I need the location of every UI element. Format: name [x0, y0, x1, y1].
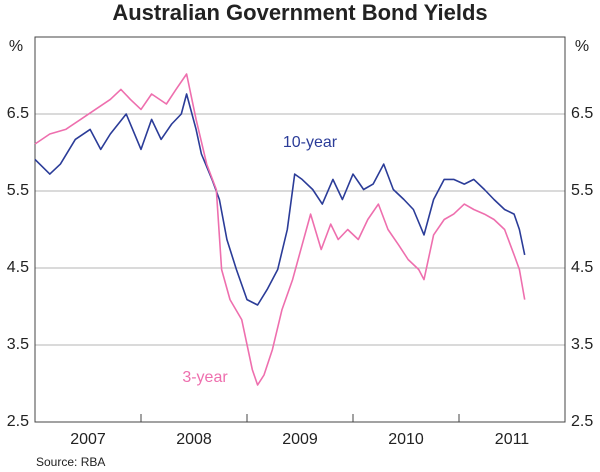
- plot-frame: [34, 36, 566, 423]
- y-tick-label: 4.5: [571, 259, 593, 276]
- y-tick-label: 3.5: [571, 336, 593, 353]
- y-tick-label: 2.5: [571, 413, 593, 430]
- series-label: 3-year: [182, 369, 228, 386]
- y-tick-label: 2.5: [7, 413, 29, 430]
- x-tick-label: 2011: [495, 431, 530, 448]
- y-tick-label: 4.5: [7, 259, 29, 276]
- series-label: 10-year: [283, 134, 338, 151]
- x-tick-label: 2007: [70, 431, 106, 448]
- y-tick-label: 5.5: [571, 182, 593, 199]
- y-axis-unit: %: [9, 38, 23, 55]
- line-series: [34, 93, 526, 306]
- y-axis-unit: %: [575, 38, 589, 55]
- y-tick-label: 5.5: [7, 182, 29, 199]
- y-tick-label: 6.5: [571, 105, 593, 122]
- x-tick-label: 2008: [176, 431, 212, 448]
- line-series: [34, 73, 526, 386]
- chart-title: Australian Government Bond Yields: [112, 0, 487, 25]
- x-tick-label: 2010: [388, 431, 424, 448]
- source: Source: RBA: [36, 455, 105, 469]
- y-tick-label: 6.5: [7, 105, 29, 122]
- y-tick-label: 3.5: [7, 336, 29, 353]
- x-tick-label: 2009: [282, 431, 318, 448]
